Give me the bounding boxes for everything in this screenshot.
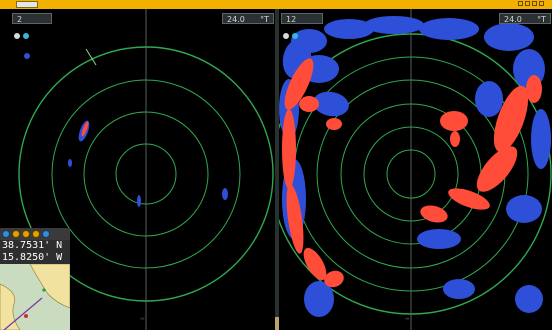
left-heading-value: 24.0 [227,15,245,24]
mini-chart-map [0,264,70,330]
divider-handle[interactable] [275,317,279,330]
alarm-icon[interactable] [32,230,40,238]
right-heading-unit: °T [537,15,546,24]
radar-echo [324,270,344,288]
ebl-marker [85,48,97,66]
radar-echo [443,279,475,299]
radar-echo [284,58,314,110]
radar-echo [450,131,460,147]
home-icon[interactable] [2,230,10,238]
radar-echo [364,16,424,34]
radar-echo [417,229,461,249]
right-range-box[interactable]: 12 [281,13,323,24]
radar-echo [299,96,319,112]
left-heading-box[interactable]: 24.0 °T [222,13,274,24]
split-divider[interactable] [275,9,279,330]
right-range-value: 12 [286,15,297,24]
radar-pane-right[interactable]: 12 24.0 °T ▬ [279,9,552,330]
radar-echo [484,23,534,51]
left-range-value: 2 [17,15,23,24]
settings-icon[interactable] [42,230,50,238]
radar-echo [493,85,529,153]
radar-echo [506,195,542,223]
radar-echo [304,281,334,317]
radar-echo [448,188,490,210]
status-icon-1 [518,1,523,6]
radar-echo [81,121,89,137]
radar-echo [324,19,374,39]
radar-echo [68,159,72,167]
status-icon-4 [539,1,544,6]
mode-icon-1[interactable] [14,33,20,39]
system-status-icons [518,1,544,8]
status-icon-3 [532,1,537,6]
left-range-box[interactable]: 2 [12,13,52,24]
mode-icon-2[interactable] [23,33,29,39]
mode-icon-2[interactable] [292,33,298,39]
radar-ppi-left[interactable] [0,9,275,330]
brand-logo [16,1,38,8]
radar-ppi-right[interactable] [279,9,552,330]
radar-echo [313,91,349,117]
gps-overlay: 38.7531' N 15.8250' W [0,228,70,330]
waypoint-icon[interactable] [12,230,20,238]
radar-echo [419,18,479,40]
mini-chart[interactable] [0,264,70,330]
radar-echo [476,146,518,192]
radar-echo [137,195,141,207]
radar-echo [420,205,448,223]
left-heading-unit: °T [260,15,269,24]
radar-echo [222,188,228,200]
left-scale-mark: ▬ [140,316,145,322]
left-mode-icons[interactable] [14,33,29,39]
radar-echo [286,184,304,254]
right-heading-box[interactable]: 24.0 °T [499,13,551,24]
boat-icon[interactable] [22,230,30,238]
radar-echo [526,75,542,103]
right-mode-icons[interactable] [283,33,298,39]
status-icon-2 [525,1,530,6]
mode-icon-1[interactable] [283,33,289,39]
radar-echo [291,29,327,53]
right-scale-mark: ▬ [405,316,410,322]
radar-echo [282,109,296,189]
radar-echo [475,81,503,117]
radar-echo [515,285,543,313]
radar-echo [531,109,551,169]
gps-longitude: 15.8250' W [2,252,63,263]
radar-echo [440,111,468,131]
radar-echo [303,247,327,281]
gps-toolbar[interactable] [0,228,70,240]
radar-echo [326,118,342,130]
radar-echo [24,53,30,59]
top-bar [0,0,552,9]
gps-latitude: 38.7531' N [2,240,63,251]
right-heading-value: 24.0 [504,15,522,24]
